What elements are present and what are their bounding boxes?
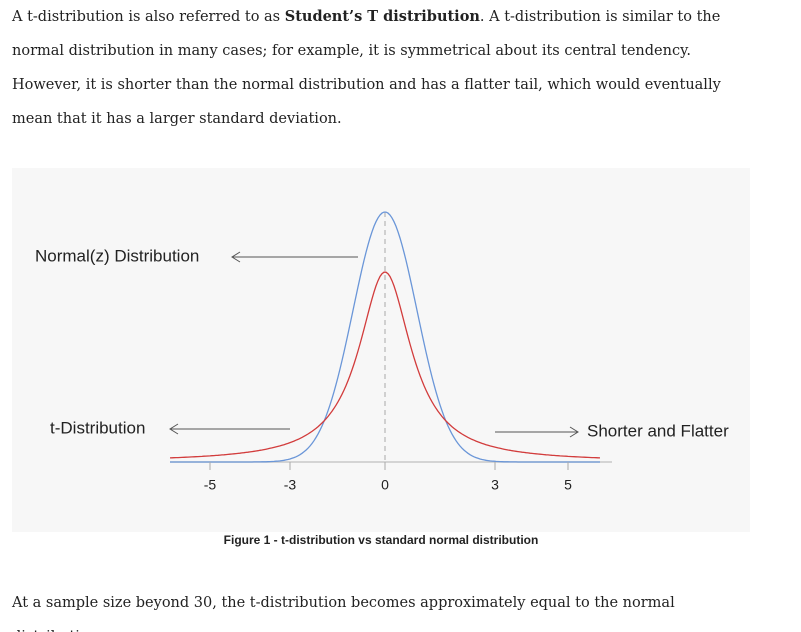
- text: A t-distribution is also referred to as: [12, 9, 285, 25]
- x-tick-label: -5: [204, 477, 217, 493]
- x-tick-label: -3: [284, 477, 297, 493]
- arrows: [169, 251, 579, 438]
- label: t-Distribution: [50, 418, 145, 437]
- x-tick-label: 0: [381, 477, 389, 493]
- x-tick-label: 3: [491, 477, 499, 493]
- figure-background: [12, 168, 750, 532]
- text: . A t-distribution is similar to the nor…: [12, 9, 721, 127]
- normal-curve: [170, 211, 600, 463]
- paragraph: At a sample size beyond 30, the t-distri…: [12, 586, 757, 632]
- t-curve: [169, 271, 601, 459]
- caption: Figure 1 - t-distribution vs standard no…: [224, 533, 539, 547]
- text: At a sample size beyond 30, the t-distri…: [12, 595, 675, 632]
- x-tick-label: 5: [564, 477, 572, 493]
- label: Shorter and Flatter: [587, 421, 729, 440]
- paragraph: A t-distribution is also referred to as …: [12, 0, 757, 136]
- label: Normal(z) Distribution: [35, 246, 199, 265]
- bold-text: Student’s T distribution: [284, 8, 480, 25]
